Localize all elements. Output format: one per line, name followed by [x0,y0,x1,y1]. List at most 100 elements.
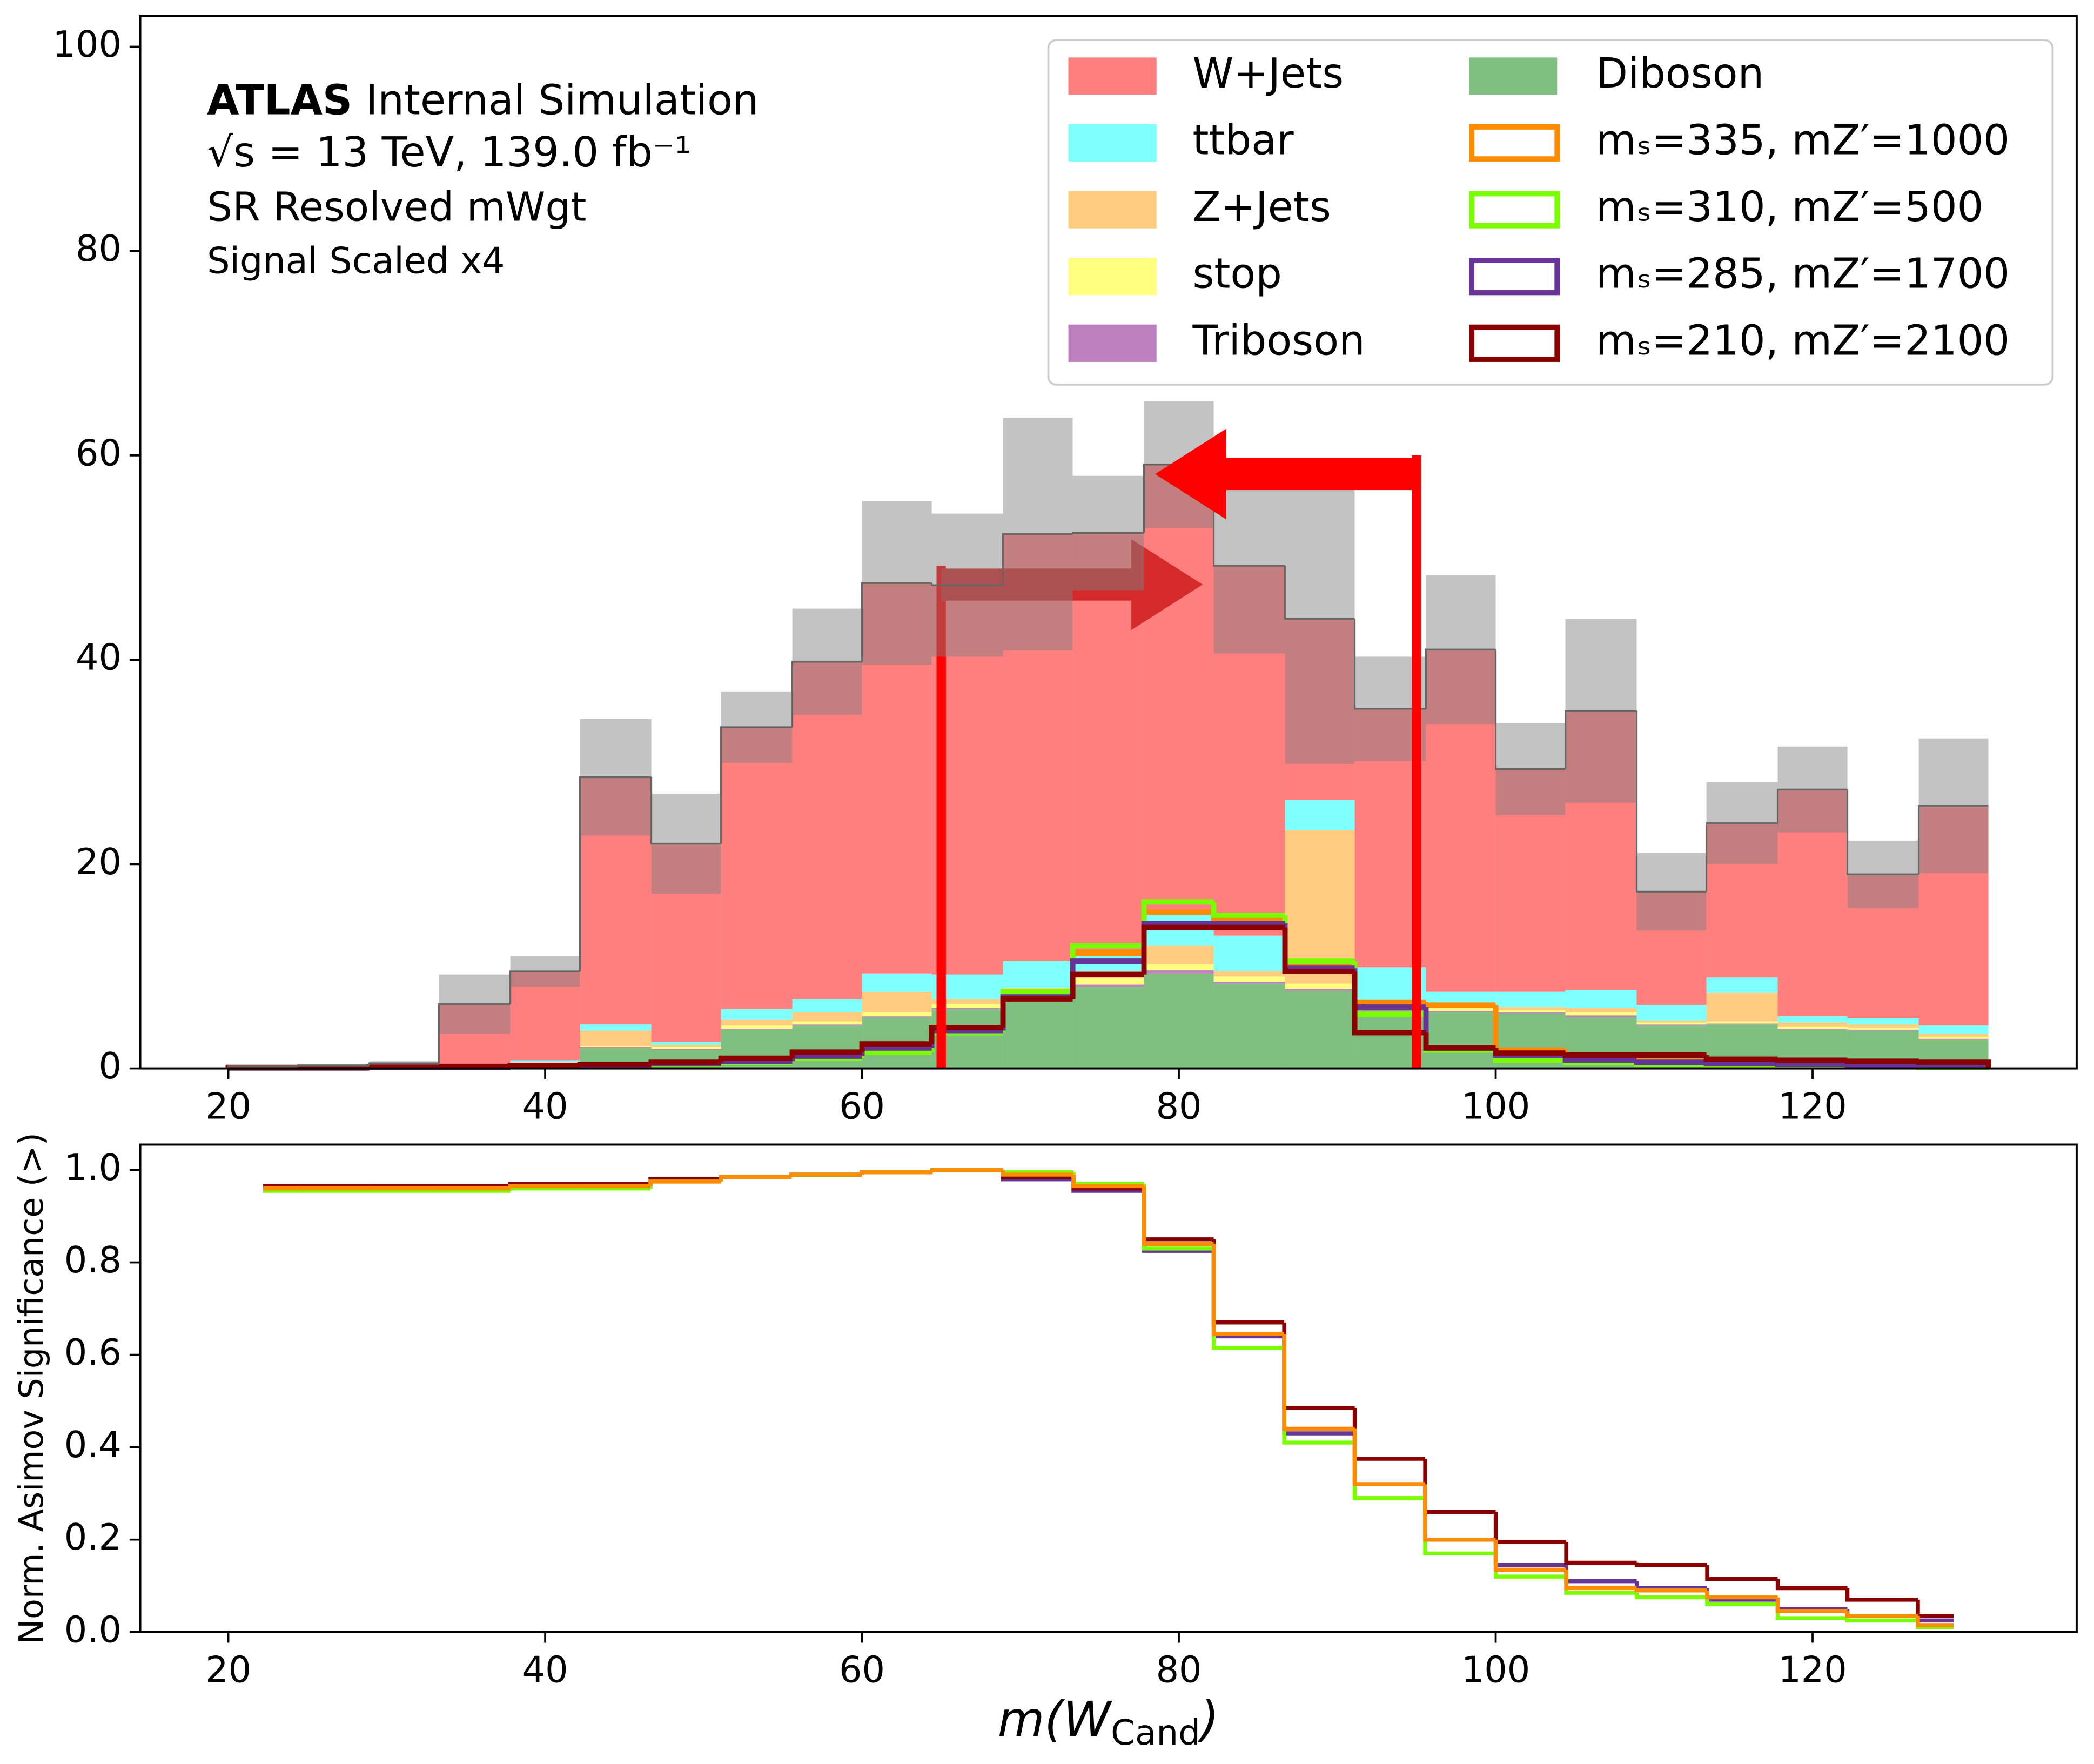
signal-step [1775,1062,1848,1067]
stack-segment [1565,1012,1637,1016]
x-tick-label: 120 [1778,1648,1847,1691]
plot-frame [139,15,2078,1070]
stack-outline [720,726,793,844]
stack-segment [1213,976,1285,982]
significance-step [1705,1590,1778,1600]
stack-segment [1003,1001,1073,1069]
significance-step [1845,1588,1918,1602]
significance-step [789,1172,862,1177]
signal-step [1423,1032,1496,1051]
stack-segment [1847,874,1919,1018]
stack-segment [1847,1029,1919,1031]
significance-step [1142,1191,1214,1253]
stack-outline [579,776,652,971]
stack-segment [792,661,862,999]
signal-step [1141,924,1214,975]
x-tick-label: 80 [1156,1085,1202,1127]
stack-segment [931,1008,1003,1009]
stack-segment [1072,984,1144,987]
stack-segment [1495,769,1566,992]
stack-outline [650,777,721,845]
signal-step [1282,927,1355,974]
stack-segment [651,843,721,1042]
stack-segment [510,1060,580,1063]
stack-segment [792,1025,862,1069]
top-panel: 20 40 60 80 100 120 0 20 40 60 80 100 ATLAS Internal … [53,15,2078,1127]
significance-step [1845,1618,1918,1623]
stack-segment [1285,990,1355,1069]
stack-segment [1706,992,1778,1022]
signal-step [1703,1055,1778,1062]
legend-label: mₛ=210, mZ′=2100 [1596,317,2010,365]
stack-outline [297,1064,370,1067]
cut-arrow [1155,428,1417,520]
y-tick-label: 80 [76,227,122,270]
stack-segment [721,727,793,1009]
x-tick-label: 40 [522,1085,568,1127]
stack-segment [721,1025,793,1029]
x-tick-label: 20 [205,1085,251,1127]
y-tick-label: 0.0 [64,1608,122,1651]
signal-step [1634,1059,1707,1065]
stack-outline [1917,804,1989,875]
significance-step [1211,1239,1285,1325]
stack-segment [1285,989,1355,991]
stack-segment [1072,987,1144,1069]
signal-step [1844,1058,1919,1064]
bottom-panel: 20 40 60 80 100 120 0.0 0.2 0.4 0.6 0.8 1.0 Norm. As… [12,1132,2078,1753]
stack-segment [792,1024,862,1026]
stack-segment [1144,973,1214,1069]
stack-segment [1706,823,1778,978]
stack-segment [792,998,862,1012]
y-tick-label: 0 [98,1045,121,1087]
legend-swatch [1469,57,1558,95]
x-axis-label-end: ) [1197,1691,1219,1747]
significance-step [1916,1615,1954,1627]
stack-segment [1144,945,1214,964]
significance-step [1564,1577,1637,1595]
legend-swatch [1469,258,1560,296]
significance-step [1493,1512,1567,1544]
stack-segment [1213,935,1285,971]
stack-segment [1495,1012,1566,1014]
significance-step [648,1179,721,1186]
annotation: √s = 13 TeV, 139.0 fb⁻¹ [207,129,691,177]
significance-step [1001,1170,1074,1177]
signal-step [1000,996,1073,1028]
legend-swatch [1068,324,1157,362]
stack-segment [1003,961,1073,988]
stack-segment [1636,891,1707,1005]
x-tick-label: 40 [522,1648,568,1691]
legend-label: mₛ=335, mZ′=1000 [1596,117,2010,165]
stack-segment [1354,1010,1426,1011]
x-tick-label: 60 [839,1085,885,1127]
stack-segment [439,1004,511,1067]
stack-outline [438,1003,511,1064]
significance-step [1282,1334,1355,1431]
legend-swatch [1068,57,1157,95]
stack-segment [1636,1005,1707,1021]
stack-segment [1706,1021,1778,1024]
significance-step [1142,1188,1214,1242]
stack-outline [1705,822,1778,892]
significance-step [1564,1570,1637,1591]
signal-step [1562,1052,1637,1058]
stack-segment [1213,566,1285,936]
plot-frame [139,1143,2078,1633]
stack-segment [931,998,1003,1004]
stack-segment [580,1045,652,1047]
significance-step [1775,1599,1848,1611]
significance-step [1352,1428,1426,1486]
stack-segment [1003,534,1073,962]
stack-segment [1213,981,1285,984]
stack-outline [791,661,862,727]
annotation: ATLAS Internal Simulation [207,76,759,124]
stack-outline [1284,566,1355,620]
signal-step [1916,1059,1991,1069]
stack-segment [1285,830,1355,984]
significance-step [1634,1593,1708,1600]
significance-step [1142,1186,1214,1246]
y-tick-label: 0.4 [64,1424,122,1466]
stack-segment [1426,1011,1496,1012]
